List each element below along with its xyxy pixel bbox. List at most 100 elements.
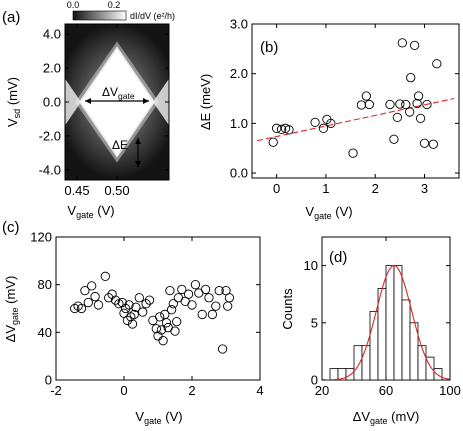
panel-c-point	[197, 309, 207, 320]
panel-d-y-tick-label: 10	[304, 258, 318, 273]
panel-a-y-tick-label: -4.0	[39, 162, 61, 177]
panel-b-y-tick-label: 0.0	[230, 166, 248, 181]
panel-c-y-tick-label: 0	[45, 373, 52, 388]
panel-b-x-tick-label: 2	[372, 181, 379, 196]
diamond-layer	[65, 41, 169, 163]
panel-d-histogram-bar	[353, 345, 363, 380]
panel-b-point	[284, 125, 294, 135]
diamond-left-neighbour	[65, 78, 81, 126]
panel-b-point	[364, 99, 374, 110]
panel-c-point	[80, 285, 90, 296]
panel-b-point	[392, 112, 403, 123]
panel-b-points	[268, 38, 442, 158]
panel-b-point	[310, 117, 320, 128]
panel-c-x-tick-label: 0	[120, 383, 127, 398]
panel-c-point	[100, 271, 110, 281]
delta-e-annotation: ΔE	[112, 138, 128, 152]
panel-c-y-tick-label: 120	[30, 230, 52, 245]
colorbar-gradient	[72, 10, 127, 21]
panel-b-point	[395, 99, 405, 109]
panel-b-point	[348, 148, 358, 158]
panel-c-frame	[55, 236, 261, 381]
panel-c-point	[151, 324, 161, 334]
panel-c-point	[83, 297, 93, 308]
panel-a: (a) 0.0 0.2 dI/dV (e²/h) ΔVgate ΔE 0	[2, 0, 175, 220]
panel-b-point	[271, 123, 282, 133]
panel-c-point	[161, 318, 172, 328]
panel-b-x-tick-label: 0	[273, 181, 280, 196]
panel-c-points	[70, 271, 235, 354]
delta-vgate-annotation: ΔVgate	[102, 85, 135, 101]
panel-c-point	[223, 301, 233, 311]
panel-d-histogram-bar	[417, 345, 427, 380]
panel-c-point	[126, 312, 136, 322]
panel-c-xlabel: Vgate (V)	[135, 409, 182, 426]
panel-c-point	[134, 293, 144, 303]
panel-a-label: (a)	[2, 9, 20, 26]
panel-c-point	[144, 295, 155, 305]
panel-b-y-tick-label: 1.0	[230, 116, 248, 131]
panel-c-ylabel: ΔVgate (mV)	[3, 276, 20, 343]
panel-b-point	[409, 40, 420, 51]
panel-d-axes: 20 60 100 0 5 10	[304, 237, 461, 398]
panel-c-point	[129, 309, 139, 320]
panel-c-point	[87, 281, 97, 291]
panel-c-point	[122, 315, 133, 326]
panel-d-histogram-bar	[361, 345, 371, 380]
panel-c-point	[224, 293, 235, 303]
panel-d-bars	[329, 265, 443, 380]
colorbar-tick-label-1: 0.2	[108, 0, 121, 10]
panel-d-gaussian-fit	[322, 265, 450, 380]
panel-c-y-tick-label: 80	[38, 277, 52, 292]
panel-b-point	[405, 107, 415, 117]
panel-b-label: (b)	[260, 39, 278, 56]
panel-b-y-tick-label: 3.0	[230, 17, 248, 32]
panel-b-point	[385, 99, 395, 110]
panel-c-point	[158, 336, 168, 346]
panel-b-point	[401, 99, 411, 110]
panel-b: (b) 0 1 2 3 0.0 1.0 2.0 3.0 Vgate (V) ΔE (meV)	[198, 17, 460, 221]
panel-c-point	[190, 280, 201, 290]
panel-c-point	[207, 309, 218, 320]
panel-d-x-tick-label: 100	[439, 383, 461, 398]
panel-d-histogram-bar	[345, 368, 355, 380]
panel-b-point	[406, 73, 416, 83]
diamond-right-neighbour	[153, 78, 169, 126]
panel-d: (d) 20 60 100 0 5 10 ΔVgate (mV) Counts	[280, 236, 461, 426]
panel-c-point	[131, 302, 141, 312]
panel-c-point	[107, 289, 117, 299]
delta-vgate-arrow	[85, 98, 149, 104]
panel-b-x-tick-label: 1	[322, 181, 329, 196]
panel-c-point	[200, 284, 211, 295]
panel-d-xlabel: ΔVgate (mV)	[353, 409, 420, 426]
panel-c-point	[93, 300, 104, 310]
panel-b-ylabel: ΔE (meV)	[198, 74, 213, 130]
panel-c-point	[214, 285, 224, 296]
panel-a-colorbar: 0.0 0.2 dI/dV (e²/h)	[67, 0, 175, 21]
panel-b-xlabel: Vgate (V)	[305, 204, 352, 221]
panel-b-point	[422, 99, 432, 110]
delta-e-arrow	[135, 138, 141, 167]
panel-c-x-tick-label: 4	[256, 383, 263, 398]
panel-b-point	[361, 91, 371, 101]
colorbar-tick-label-0: 0.0	[67, 0, 80, 10]
panel-c-point	[166, 305, 177, 315]
panel-d-x-tick-label: 20	[315, 383, 329, 398]
panel-d-y-tick-label: 5	[311, 315, 318, 330]
panel-c-x-tick-label: -2	[50, 383, 62, 398]
panel-b-x-tick-label: 3	[421, 181, 428, 196]
panel-a-x-tick-label: 0.50	[104, 183, 129, 198]
panel-b-point	[397, 38, 407, 48]
panel-c-point	[104, 293, 114, 303]
panel-c-y-tick-label: 40	[38, 325, 52, 340]
panel-d-x-tick-label: 60	[379, 383, 393, 398]
panel-c-point	[183, 289, 194, 299]
panel-d-histogram-bar	[377, 288, 387, 380]
panel-a-y-tick-label: -2.0	[39, 128, 61, 143]
panel-b-point	[268, 137, 278, 147]
panel-c-label: (c)	[2, 219, 20, 236]
panel-b-point	[432, 59, 442, 69]
panel-b-frame	[251, 23, 460, 179]
panel-c-x-tick-label: 2	[188, 383, 195, 398]
panel-b-point	[276, 124, 287, 134]
